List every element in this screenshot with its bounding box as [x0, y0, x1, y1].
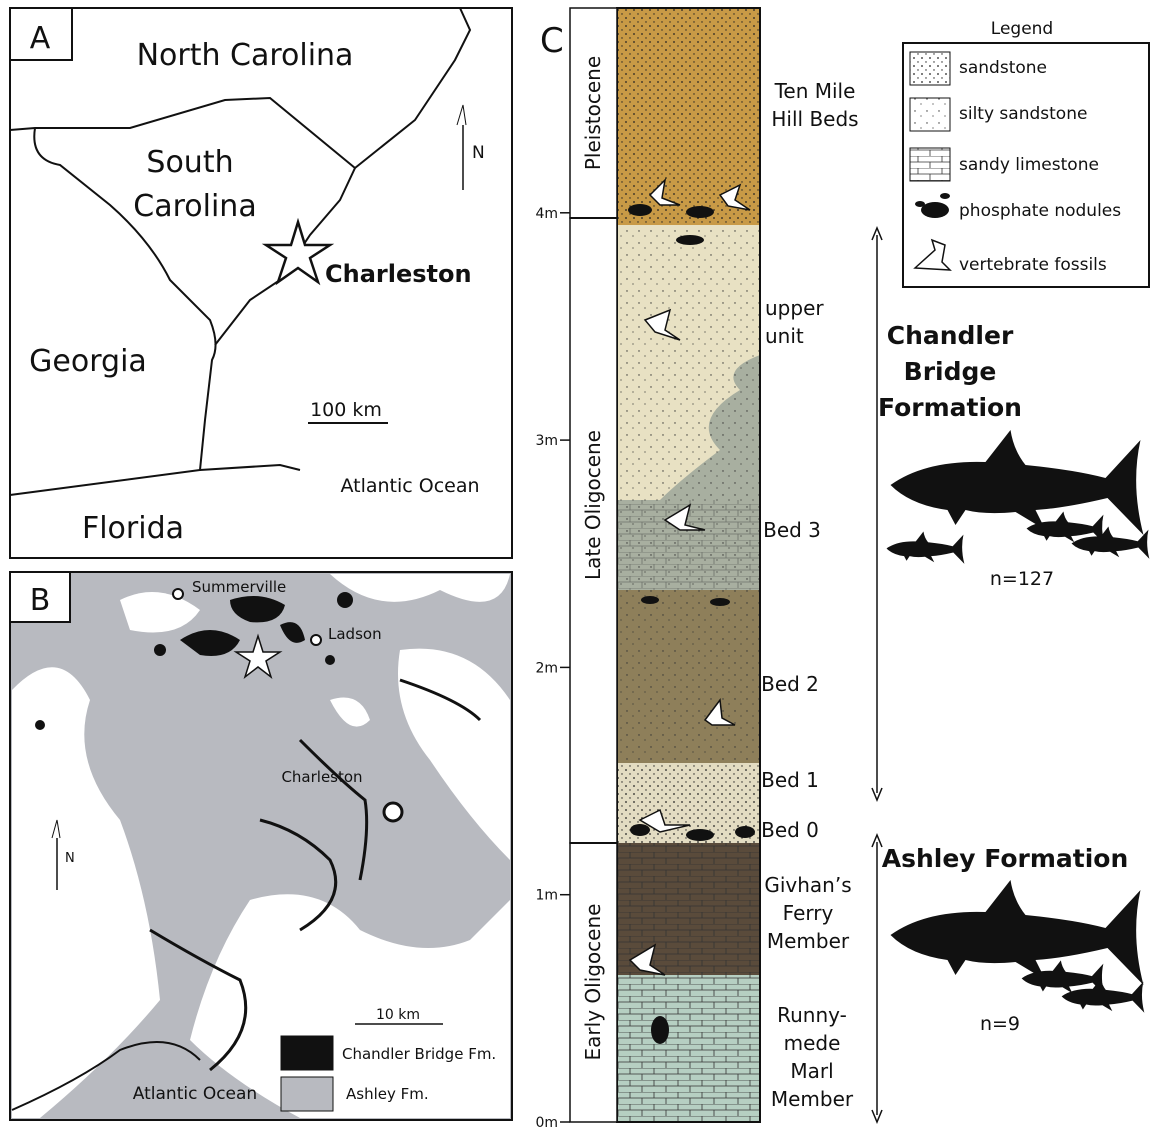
state-label: North Carolina: [137, 38, 354, 73]
unit-label: Bed 3: [763, 518, 821, 542]
legend-label: Chandler Bridge Fm.: [342, 1045, 496, 1063]
legend-swatch: [281, 1036, 333, 1070]
town-label: Summerville: [192, 578, 286, 596]
panel-b: B Summerville Ladson Charleston N 10 km …: [10, 572, 512, 1120]
state-label: Carolina: [133, 189, 256, 224]
scale-label: 100 km: [310, 399, 382, 421]
legend-label: vertebrate fossils: [959, 255, 1107, 275]
town-marker: [173, 589, 183, 599]
depth-label: 2m: [535, 660, 558, 676]
panel-label: B: [30, 583, 51, 618]
layer-pattern: [617, 590, 760, 763]
depth-label: 3m: [535, 433, 558, 449]
legend-label: sandstone: [959, 58, 1047, 78]
epoch-label: Early Oligocene: [581, 904, 605, 1061]
epoch-label: Late Oligocene: [581, 430, 605, 580]
town-marker: [311, 635, 321, 645]
unit-label: Ferry: [783, 901, 834, 925]
unit-label: Bed 1: [761, 768, 819, 792]
formation-outcrop: [337, 592, 353, 608]
state-label: Georgia: [29, 344, 147, 379]
formation-outcrop: [154, 644, 166, 656]
epoch-label: Pleistocene: [581, 56, 605, 170]
legend-label: Ashley Fm.: [346, 1085, 429, 1103]
state-label: South: [146, 145, 233, 180]
north-label: N: [65, 851, 75, 866]
unit-label: Hill Beds: [771, 107, 858, 131]
formation-name: Bridge: [904, 357, 997, 386]
legend-label: phosphate nodules: [959, 201, 1121, 221]
state-label: Florida: [82, 511, 184, 546]
depth-label: 1m: [535, 888, 558, 904]
north-label: N: [472, 143, 485, 163]
ocean-label: Atlantic Ocean: [133, 1084, 257, 1104]
unit-label: upper: [765, 296, 824, 320]
formation-outcrop: [35, 720, 45, 730]
ocean-label: Atlantic Ocean: [340, 475, 479, 497]
town-label: Ladson: [328, 625, 382, 643]
town-label: Charleston: [281, 768, 362, 786]
legend-swatch: [281, 1077, 333, 1111]
shark-silhouette: [891, 430, 1144, 535]
unit-label: Givhan’s: [764, 873, 851, 897]
unit-labels: Ten Mile Hill Beds upper unit Bed 3 Bed 2 Bed …: [761, 79, 859, 1111]
panel-label: A: [30, 21, 51, 56]
formation-name: Chandler: [887, 321, 1014, 350]
unit-label: Member: [767, 929, 850, 953]
panel-c: C Pleistocene Late Oligocene Early Oligo…: [535, 8, 1149, 1127]
legend-swatch: [910, 148, 950, 181]
panel-label: C: [540, 21, 564, 61]
unit-label: Bed 0: [761, 818, 819, 842]
sample-count: n=9: [980, 1013, 1020, 1035]
formation-name: Formation: [878, 393, 1022, 422]
depth-label: 0m: [535, 1115, 558, 1127]
layer-pattern: [617, 8, 760, 225]
panel-a: A North Carolina South Carolina Georgia …: [10, 8, 512, 558]
unit-label: Marl: [790, 1059, 833, 1083]
shark-silhouette: [891, 880, 1144, 985]
city-label: Charleston: [325, 260, 472, 288]
sample-count: n=127: [990, 568, 1054, 590]
unit-label: Ten Mile: [774, 79, 856, 103]
unit-label: unit: [765, 324, 804, 348]
unit-label: Runny-: [777, 1003, 847, 1027]
formation-outcrop: [325, 655, 335, 665]
legend-label: silty sandstone: [959, 104, 1087, 124]
legend-title: Legend: [991, 19, 1053, 39]
depth-axis: 0m 1m 2m 3m 4m: [535, 206, 570, 1127]
legend-label: sandy limestone: [959, 155, 1099, 175]
depth-label: 4m: [535, 206, 558, 222]
layer-pattern: [617, 975, 760, 1122]
unit-label: Member: [771, 1087, 854, 1111]
formation-name: Ashley Formation: [882, 844, 1129, 873]
unit-label: mede: [784, 1031, 841, 1055]
scale-label: 10 km: [376, 1007, 420, 1023]
unit-label: Bed 2: [761, 672, 819, 696]
legend-swatch: [910, 52, 950, 85]
figure: A North Carolina South Carolina Georgia …: [0, 0, 1150, 1127]
town-marker: [384, 803, 402, 821]
legend-swatch: [910, 98, 950, 131]
shark-silhouette: [887, 532, 965, 564]
